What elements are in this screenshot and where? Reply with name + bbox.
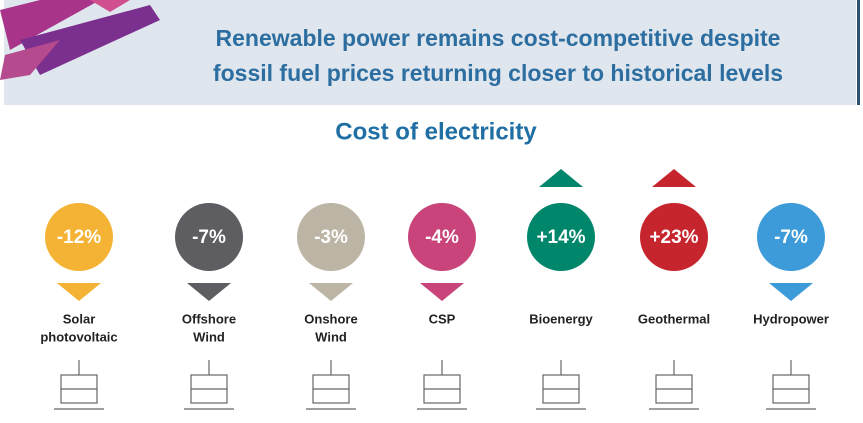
technology-label: Wind bbox=[193, 329, 225, 344]
change-value: -12% bbox=[57, 227, 101, 248]
change-value: -7% bbox=[774, 227, 808, 248]
change-value: -4% bbox=[425, 227, 459, 248]
arrow-down bbox=[57, 283, 101, 301]
technology-icon bbox=[184, 360, 234, 410]
change-value: -3% bbox=[314, 227, 348, 248]
technology-label: Onshore bbox=[304, 311, 357, 326]
header-title: Renewable power remains cost-competitive… bbox=[216, 25, 781, 51]
item: -12% Solar photovoltaic bbox=[40, 203, 118, 410]
technology-label: CSP bbox=[429, 311, 456, 326]
arrow-down bbox=[309, 283, 353, 301]
change-badge bbox=[408, 203, 476, 271]
header-decoration bbox=[0, 0, 160, 80]
technology-label: Offshore bbox=[182, 311, 236, 326]
item: -4% CSP bbox=[408, 203, 476, 410]
technology-icon bbox=[536, 360, 586, 410]
technology-icon bbox=[417, 360, 467, 410]
change-value: -7% bbox=[192, 227, 226, 248]
change-value: +23% bbox=[649, 227, 698, 248]
change-badge bbox=[175, 203, 243, 271]
change-badge bbox=[45, 203, 113, 271]
header-title: fossil fuel prices returning closer to h… bbox=[213, 60, 783, 86]
item: -3% Onshore Wind bbox=[297, 203, 365, 410]
change-badge bbox=[640, 203, 708, 271]
change-badge bbox=[297, 203, 365, 271]
item: -7% Hydropower bbox=[753, 203, 829, 410]
technology-label: Geothermal bbox=[638, 311, 710, 326]
technology-label: Wind bbox=[315, 329, 347, 344]
header-edge bbox=[857, 0, 860, 105]
arrow-down bbox=[420, 283, 464, 301]
subtitle: Cost of electricity bbox=[335, 118, 537, 145]
technology-label: Solar bbox=[63, 311, 96, 326]
technology-label: Hydropower bbox=[753, 311, 829, 326]
technology-icon bbox=[306, 360, 356, 410]
technology-label: Bioenergy bbox=[529, 311, 593, 326]
item: +23% Geothermal bbox=[638, 169, 710, 410]
change-badge bbox=[527, 203, 595, 271]
arrow-down bbox=[769, 283, 813, 301]
arrow-down bbox=[187, 283, 231, 301]
change-badge bbox=[757, 203, 825, 271]
technology-icon bbox=[54, 360, 104, 410]
arrow-up bbox=[652, 169, 696, 187]
change-value: +14% bbox=[536, 227, 585, 248]
arrow-up bbox=[539, 169, 583, 187]
items: -12% Solar photovoltaic -7% Offshore Wind -3% O… bbox=[40, 169, 829, 410]
item: -7% Offshore Wind bbox=[175, 203, 243, 410]
technology-icon bbox=[649, 360, 699, 410]
item: +14% Bioenergy bbox=[527, 169, 595, 410]
technology-label: photovoltaic bbox=[40, 329, 117, 344]
technology-icon bbox=[766, 360, 816, 410]
